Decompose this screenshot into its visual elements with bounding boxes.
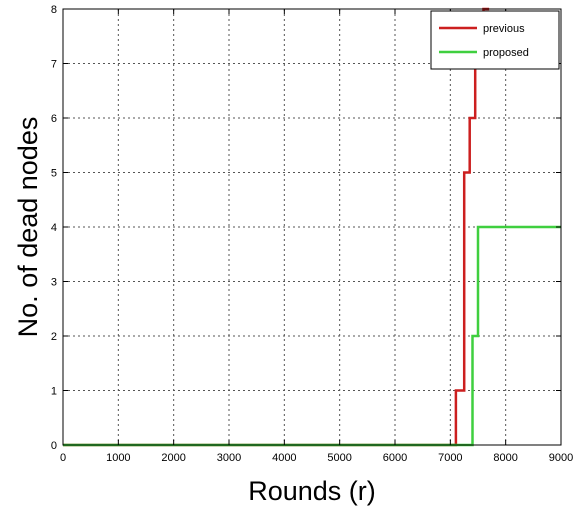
- ticks: 0 1000 2000 3000 4000 5000 6000 7000 8000 9000 0 1 2…: [51, 4, 573, 464]
- x-tick-label: 9000: [549, 452, 573, 464]
- y-tick-label: 1: [51, 386, 57, 398]
- x-tick-label: 8000: [493, 452, 517, 464]
- x-tick-label: 3000: [217, 452, 241, 464]
- y-tick-label: 2: [51, 331, 57, 343]
- y-tick-label: 8: [51, 4, 57, 16]
- x-tick-label: 0: [60, 452, 66, 464]
- y-axis-label: No. of dead nodes: [13, 117, 43, 338]
- y-tick-label: 0: [51, 440, 57, 452]
- y-tick-label: 7: [51, 59, 57, 71]
- x-tick-label: 1000: [106, 452, 130, 464]
- x-tick-label: 6000: [383, 452, 407, 464]
- y-tick-label: 4: [51, 222, 57, 234]
- legend-box: [430, 10, 560, 70]
- legend-label-previous: previous: [483, 23, 525, 35]
- y-tick-label: 3: [51, 277, 57, 289]
- x-tick-label: 5000: [327, 452, 351, 464]
- legend-label-proposed: proposed: [483, 47, 529, 59]
- x-tick-label: 7000: [438, 452, 462, 464]
- x-tick-label: 4000: [272, 452, 296, 464]
- legend: previous proposed: [430, 10, 560, 70]
- x-tick-label: 2000: [161, 452, 185, 464]
- y-tick-label: 6: [51, 113, 57, 125]
- y-tick-label: 5: [51, 168, 57, 180]
- x-axis-label: Rounds (r): [248, 476, 376, 506]
